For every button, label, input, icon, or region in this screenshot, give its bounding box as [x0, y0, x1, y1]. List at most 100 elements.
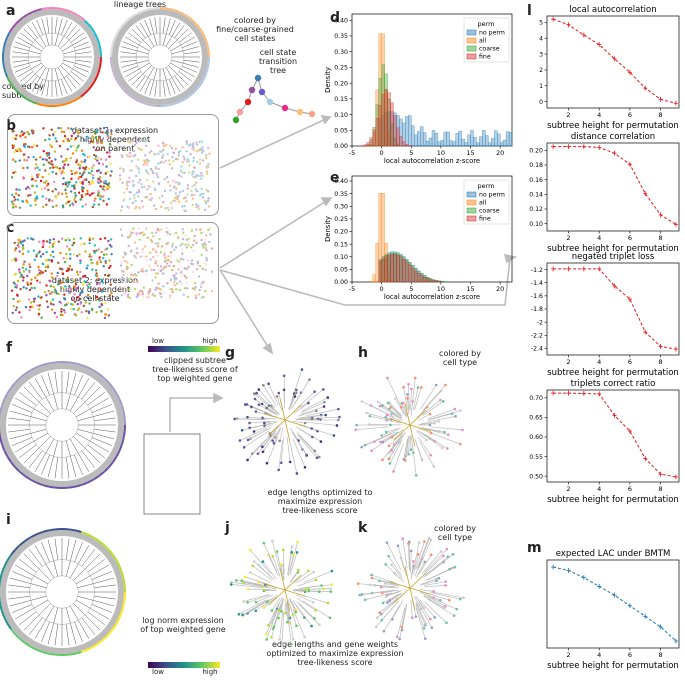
chart-l2-ytick: 0.18	[529, 162, 543, 169]
chart-d-series-no-perm	[378, 111, 513, 147]
chart-d-xtick: 20	[496, 149, 504, 157]
panel-label-m: m	[527, 540, 542, 556]
panel-label-a: a	[6, 3, 16, 19]
chart-l2-line	[553, 146, 677, 225]
chart-d-ytick: 0.20	[334, 80, 348, 87]
chart-l1-ytick: 3	[539, 51, 543, 58]
chart-l3-xtick: 4	[597, 358, 601, 366]
chart-d-xlabel: local autocorrelation z-score	[384, 157, 480, 165]
chart-l1-ytick: 1	[539, 83, 543, 90]
panel-label-e: e	[330, 170, 340, 186]
chart-m-frame	[546, 559, 680, 649]
panel-label-f: f	[6, 340, 13, 356]
chart-d-legend-swatch	[466, 45, 477, 52]
panel-label-b: b	[6, 118, 17, 134]
chart-m-xtick: 4	[597, 651, 601, 659]
chart-l4-ytick: 0.60	[529, 434, 543, 441]
f-caption: clipped subtree tree-likeness score of t…	[152, 356, 238, 384]
chart-l3-xtick: 6	[628, 358, 632, 366]
chart-e-legend-swatch	[466, 191, 477, 198]
chart-e-legend-swatch	[466, 215, 477, 222]
tree-h	[354, 376, 464, 477]
chart-e-legend-swatch	[466, 207, 477, 214]
i-caption: log norm expression of top weighted gene	[140, 616, 226, 635]
chart-e-xtick: -5	[349, 285, 355, 293]
chart-l3-xtick: 8	[659, 358, 663, 366]
lineage-tree-subtree-colored	[2, 7, 103, 108]
chart-e-ytick: 0.40	[334, 178, 348, 185]
chart-l3-frame	[546, 262, 680, 356]
chart-d-ytick: 0.30	[334, 49, 348, 56]
chart-l2-xtick: 2	[566, 234, 570, 242]
chart-e-xtick: 5	[409, 285, 413, 293]
f-zoom-inset	[143, 433, 201, 515]
cell-state-transition-tree	[232, 74, 316, 124]
chart-m-xlabel: subtree height for permutation	[547, 661, 679, 671]
chart-e-ytick: 0.05	[334, 267, 348, 274]
chart-l2-xtick: 6	[628, 234, 632, 242]
chart-e-ytick: 0.30	[334, 203, 348, 210]
chart-l4-title: triplets correct ratio	[571, 379, 656, 389]
chart-l3-ytick: -1.4	[531, 280, 543, 287]
chart-l4-ytick: 0.70	[529, 395, 543, 402]
chart-m-title: expected LAC under BMTM	[556, 549, 671, 559]
chart-d-ytick: 0.00	[334, 143, 348, 150]
chart-l4: 2 4 6 8 0.50 0.55 0.60 0.65 0.70 subtree height f…	[529, 379, 680, 505]
chart-l4-frame	[546, 389, 680, 483]
umap-dataset2-states	[118, 226, 214, 300]
f-colorbar-low: low	[152, 337, 164, 345]
chart-l2-frame	[546, 142, 680, 232]
chart-e-ytick: 0.15	[334, 241, 348, 248]
umap-dataset1-states	[118, 139, 211, 213]
chart-l2-ytick: 0.20	[529, 148, 543, 155]
tree-f	[0, 361, 126, 489]
chart-m-xtick: 6	[628, 651, 632, 659]
chart-l3-xtick: 2	[566, 358, 570, 366]
chart-l1-ytick: 0	[539, 99, 543, 106]
chart-m: 2 4 6 8 subtree height for permutation expect…	[546, 549, 680, 671]
chart-l1-frame	[546, 15, 680, 109]
h-caption: colored by cell type	[439, 349, 481, 368]
chart-l1-ytick: 2	[539, 67, 543, 74]
i-colorbar-low: low	[152, 668, 164, 676]
chart-e-ytick: 0.20	[334, 229, 348, 236]
chart-e-legend-entry: no perm	[479, 192, 505, 199]
colored-by-states-caption: colored by fine/coarse-grained cell stat…	[216, 16, 294, 44]
chart-l3-ytick: -2.2	[531, 332, 543, 339]
chart-e-legend-entry: fine	[479, 216, 491, 223]
chart-l1-title: local autocorrelation	[569, 5, 656, 15]
chart-d: -5 0 5 10 15 20 0.00 0.05 0.10 0.15 0.20 0.25 0.30 0.…	[324, 13, 513, 165]
f-colorbar	[148, 346, 220, 352]
chart-d-ytick: 0.15	[334, 96, 348, 103]
chart-l3-line	[553, 268, 677, 350]
chart-l2-ytick: 0.14	[529, 192, 543, 199]
chart-l1: 2 4 6 8 0 1 2 3 4 5 subtree height for permutation…	[539, 5, 680, 131]
chart-e-series-no-perm	[378, 251, 450, 283]
chart-m-xtick: 2	[566, 651, 570, 659]
chart-e-legend-swatch	[466, 199, 477, 206]
tree-k	[356, 536, 465, 641]
chart-d-ylabel: Density	[324, 67, 332, 93]
chart-l1-xtick: 8	[659, 111, 663, 119]
chart-d-ytick: 0.10	[334, 112, 348, 119]
tree-g	[233, 368, 341, 475]
chart-l3-ytick: -1.6	[531, 293, 543, 300]
chart-l4-ytick: 0.65	[529, 415, 543, 422]
dataset2-box	[7, 222, 219, 324]
chart-l3-ytick: -2	[537, 319, 543, 326]
dataset1-box	[7, 114, 219, 216]
chart-l2-xtick: 4	[597, 234, 601, 242]
chart-d-series-fine	[360, 89, 412, 147]
chart-d-legend-swatch	[466, 53, 477, 60]
k-caption: colored by cell type	[434, 524, 476, 543]
transition-tree-caption: cell state transition tree	[258, 48, 298, 76]
chart-e-ytick: 0.35	[334, 191, 348, 198]
chart-e-ytick: 0.10	[334, 254, 348, 261]
tree-i	[0, 528, 126, 656]
chart-l2-ytick: 0.10	[529, 221, 543, 228]
chart-d-xtick: -5	[349, 149, 355, 157]
chart-d-ytick: 0.25	[334, 65, 348, 72]
chart-e-legend-entry: coarse	[479, 208, 500, 215]
